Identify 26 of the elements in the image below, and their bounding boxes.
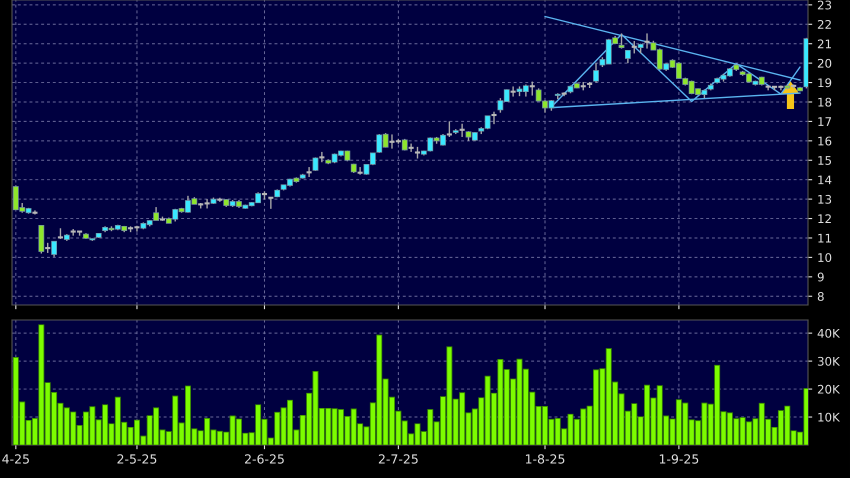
x-tick-label: 2-6-25: [244, 454, 284, 464]
y-tick-label: 20K: [818, 384, 840, 394]
y-tick-label: 15: [818, 156, 832, 165]
y-tick-label: 20: [818, 58, 832, 68]
y-tick-label: 14: [818, 176, 832, 184]
x-tick-label: 2-7-25: [378, 454, 418, 464]
y-tick-label: 22: [818, 20, 831, 29]
x-tick-label: 4-25: [2, 454, 29, 464]
y-tick-label: 12: [818, 214, 831, 224]
y-tick-label: 19: [818, 78, 832, 88]
y-tick-label: 23: [818, 0, 832, 10]
y-tick-label: 21: [818, 39, 831, 48]
x-tick-label: 1-8-25: [526, 454, 564, 464]
y-tick-label: 16: [818, 136, 832, 146]
y-tick-label: 8: [818, 292, 824, 301]
x-tick-label: 2-5-25: [117, 454, 156, 464]
y-tick-label: 10: [818, 253, 832, 262]
y-tick-label: 10K: [818, 412, 840, 422]
y-tick-label: 40K: [818, 328, 840, 338]
y-tick-label: 30K: [818, 356, 840, 366]
y-tick-label: 13: [818, 194, 832, 204]
y-tick-label: 9: [818, 272, 824, 282]
y-tick-label: 17: [818, 117, 832, 126]
y-tick-label: 18: [818, 98, 832, 107]
y-tick-label: 11: [818, 234, 831, 242]
x-tick-label: 1-9-25: [660, 454, 698, 464]
